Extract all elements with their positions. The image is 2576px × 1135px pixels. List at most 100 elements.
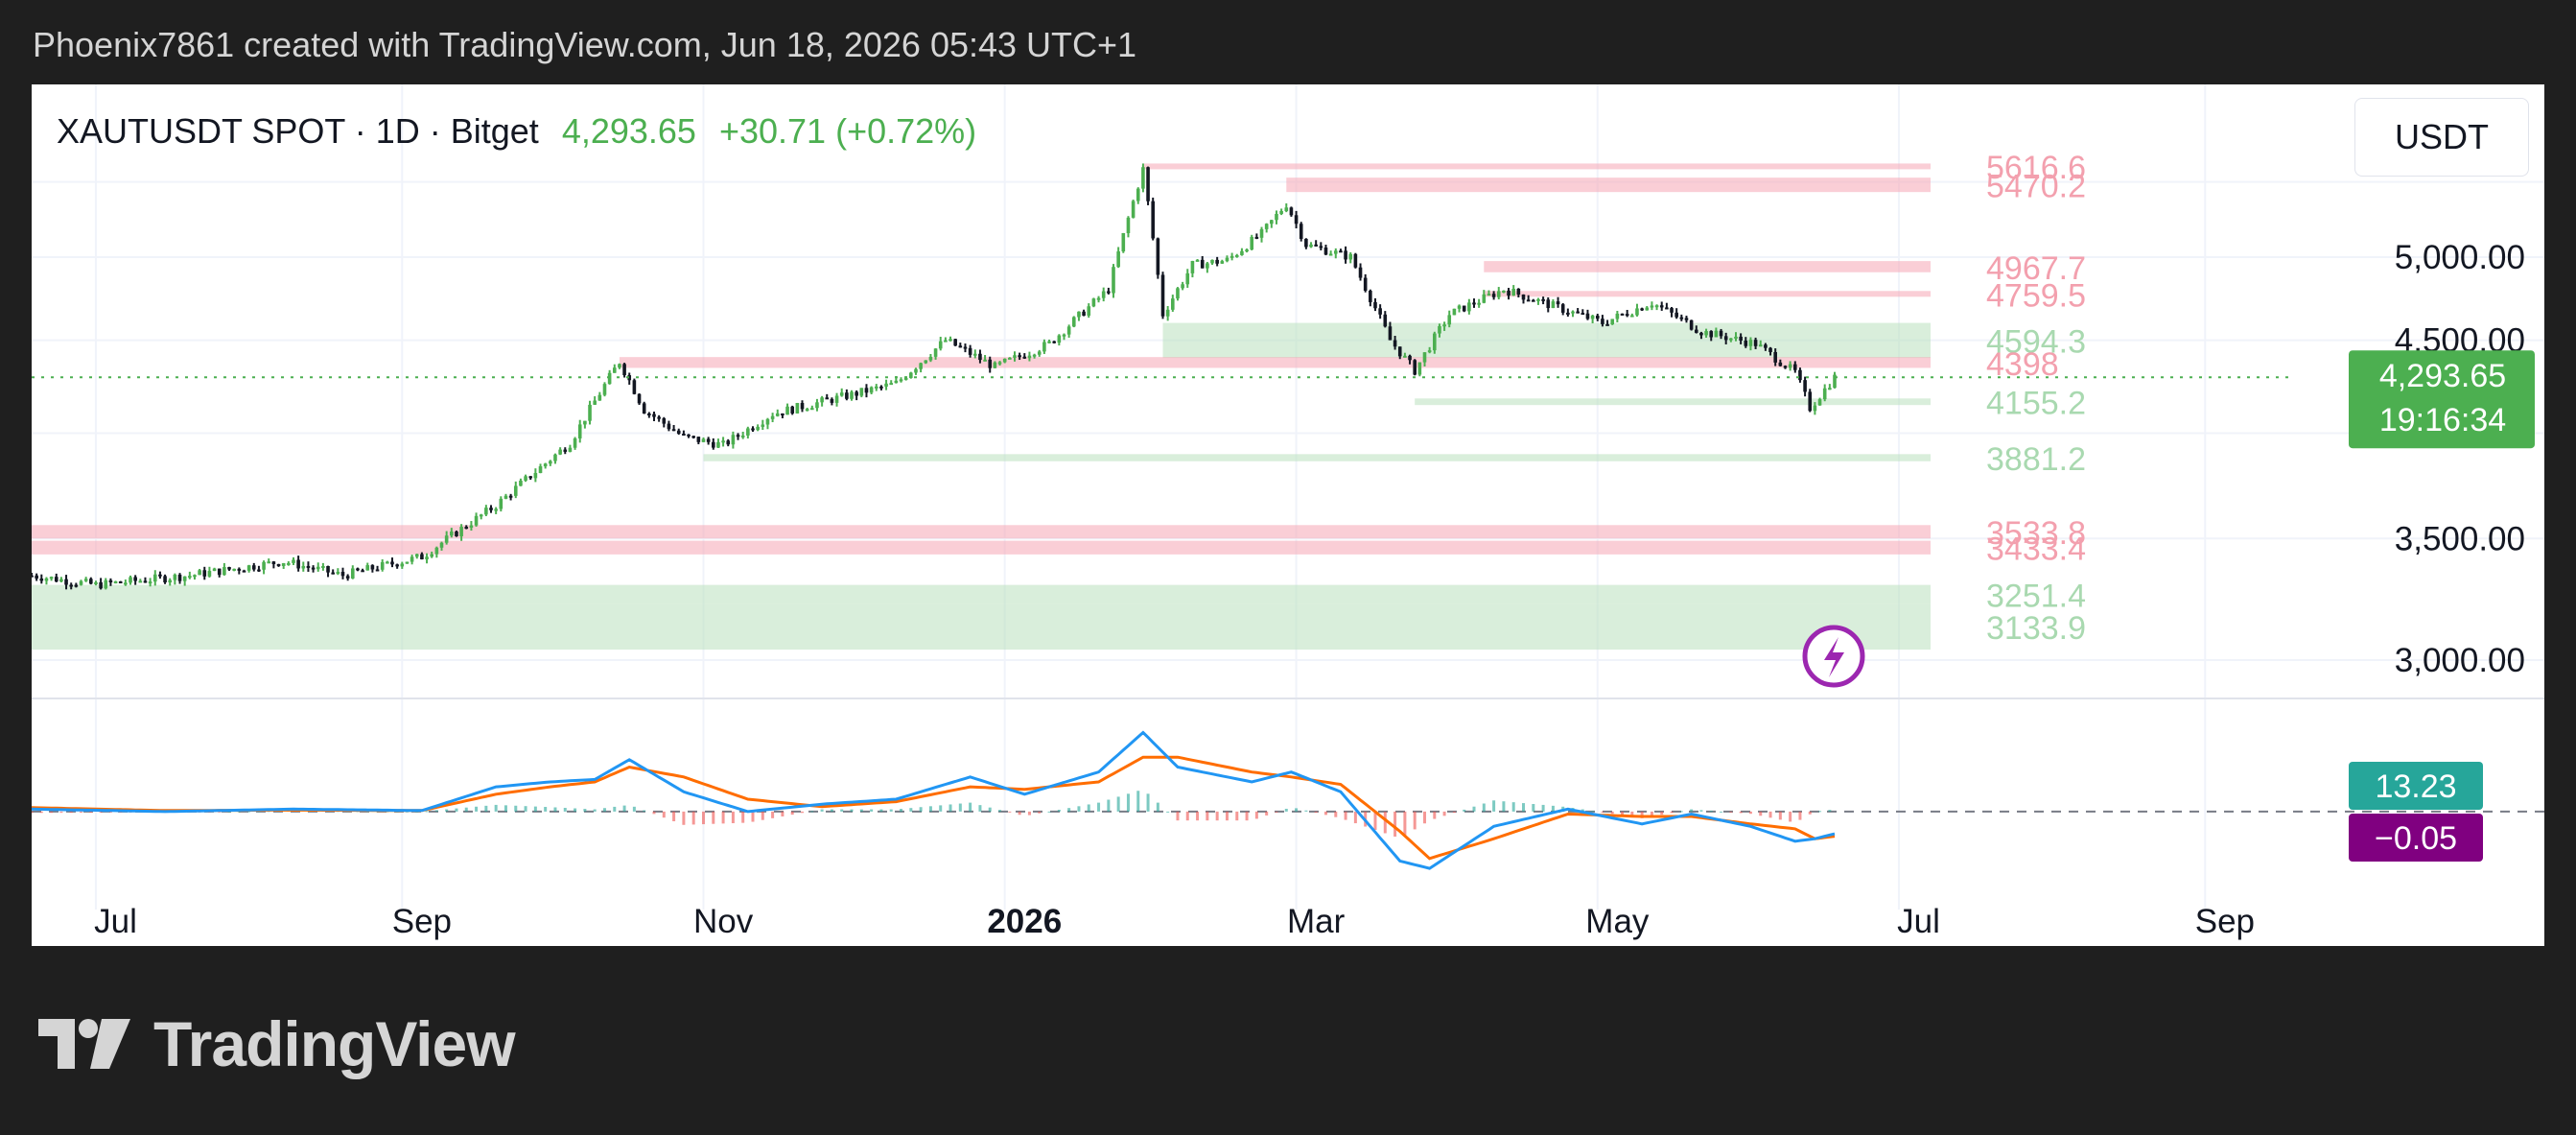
candle-body [1546, 299, 1551, 309]
candle-body [1684, 318, 1689, 320]
zone-label: 3533.8 [1986, 515, 2086, 552]
macd-histogram-bar [1235, 811, 1239, 821]
chart-panel[interactable]: 5616.6 5470.2 4967.7 4759.5 4594.3 4398 4155.2… [32, 84, 2544, 946]
macd-histogram-bar [69, 811, 73, 814]
candle-body [152, 574, 157, 582]
candle-body [168, 579, 173, 583]
macd-histogram-bar [1433, 811, 1437, 819]
candle-body [148, 581, 152, 584]
macd-histogram-bar [1690, 809, 1694, 812]
candle-body [622, 364, 626, 376]
macd-histogram-bar [691, 811, 695, 825]
candle-body [1502, 290, 1506, 293]
macd-histogram-bar [574, 808, 577, 812]
candle-body [1532, 299, 1535, 302]
candle-body [1467, 302, 1471, 312]
candle-body [49, 577, 54, 579]
macd-histogram-bar [1818, 811, 1822, 813]
candle-body [746, 428, 750, 436]
macd-histogram-bar [514, 805, 518, 812]
candle-body [262, 561, 266, 570]
candle-body [1294, 215, 1299, 225]
macd-histogram-bar [919, 807, 923, 812]
candle-body [696, 437, 701, 442]
zone-4759.5 [1484, 291, 1931, 297]
candle-body [276, 564, 281, 567]
candle-body [386, 561, 389, 564]
candle-body [612, 367, 617, 373]
macd-histogram-bar [909, 808, 913, 812]
macd-histogram-bar [425, 811, 429, 813]
candle-body [1778, 362, 1783, 367]
candle-body [726, 440, 731, 445]
currency-button[interactable]: USDT [2354, 98, 2529, 177]
candle-body [1363, 277, 1368, 291]
candle-body [1408, 355, 1412, 361]
candle-body [1615, 313, 1620, 319]
candle-body [1328, 253, 1333, 256]
candle-body [850, 391, 854, 399]
macd-histogram-bar [1057, 810, 1061, 812]
tradingview-wordmark: TradingView [153, 1008, 516, 1079]
macd-histogram-bar [1630, 811, 1634, 817]
candle-body [1190, 261, 1195, 273]
candle-body [869, 387, 874, 393]
candle-body [1783, 366, 1788, 368]
macd-histogram-bar [1472, 806, 1476, 812]
candle-body [271, 561, 276, 565]
candle-body [1585, 313, 1590, 319]
candle-body [736, 435, 740, 437]
candle-body [1185, 272, 1190, 285]
last-price-badge-bg [2349, 350, 2535, 449]
time-axis: Jul Sep Nov 2026 Mar May Jul Sep [94, 903, 2255, 940]
candle-body [1032, 354, 1037, 357]
macd-histogram-bar [1126, 793, 1130, 812]
candle-body [316, 566, 320, 570]
candle-body [790, 406, 795, 414]
candle-body [1699, 332, 1703, 336]
candle-body [914, 368, 918, 373]
candle-body [944, 340, 948, 343]
macd-histogram-bar [1176, 811, 1180, 821]
candle-body [1507, 290, 1510, 296]
candle-body [1264, 224, 1269, 229]
candle-body [647, 413, 651, 415]
candle-body [879, 386, 883, 389]
macd-histogram-bar [415, 811, 419, 813]
candle-body [1590, 315, 1595, 319]
candle-body [1817, 399, 1822, 406]
candle-body [1353, 253, 1358, 268]
macd-histogram-bar [475, 806, 479, 812]
candle-body [1595, 315, 1600, 319]
candle-body [1339, 250, 1343, 253]
candle-body [1344, 250, 1347, 260]
candle-body [588, 404, 592, 421]
candle-body [1654, 305, 1659, 308]
zone-label: 3881.2 [1986, 441, 2086, 478]
chart-canvas[interactable]: 5616.65470.24967.74759.54594.343984155.2… [32, 84, 2544, 946]
candle-body [810, 408, 814, 411]
candle-body [1200, 259, 1205, 269]
candle-body [933, 348, 938, 357]
candle-body [775, 413, 780, 416]
candle-body [1057, 335, 1062, 343]
zone-label: 4967.7 [1986, 250, 2086, 287]
candle-body [202, 570, 207, 577]
zone-3251.4 [32, 584, 1931, 604]
last-price-badge-value: 4,293.65 [2379, 358, 2506, 394]
candle-body [924, 360, 928, 364]
candle-body [182, 576, 187, 581]
candle-body [425, 556, 429, 560]
candle-body [716, 441, 720, 448]
candle-body [410, 556, 414, 562]
candle-body [1052, 341, 1056, 343]
candle-body [1047, 341, 1051, 343]
macd-histogram-bar [1107, 799, 1111, 812]
macd-histogram-bar [1679, 811, 1683, 813]
candle-body [1601, 319, 1604, 324]
macd-histogram-bar [50, 811, 54, 814]
macd-histogram-bar [1739, 811, 1743, 814]
time-tick-label: Nov [693, 903, 754, 940]
macd-histogram-bar [1660, 811, 1664, 816]
candle-body [1536, 298, 1540, 301]
